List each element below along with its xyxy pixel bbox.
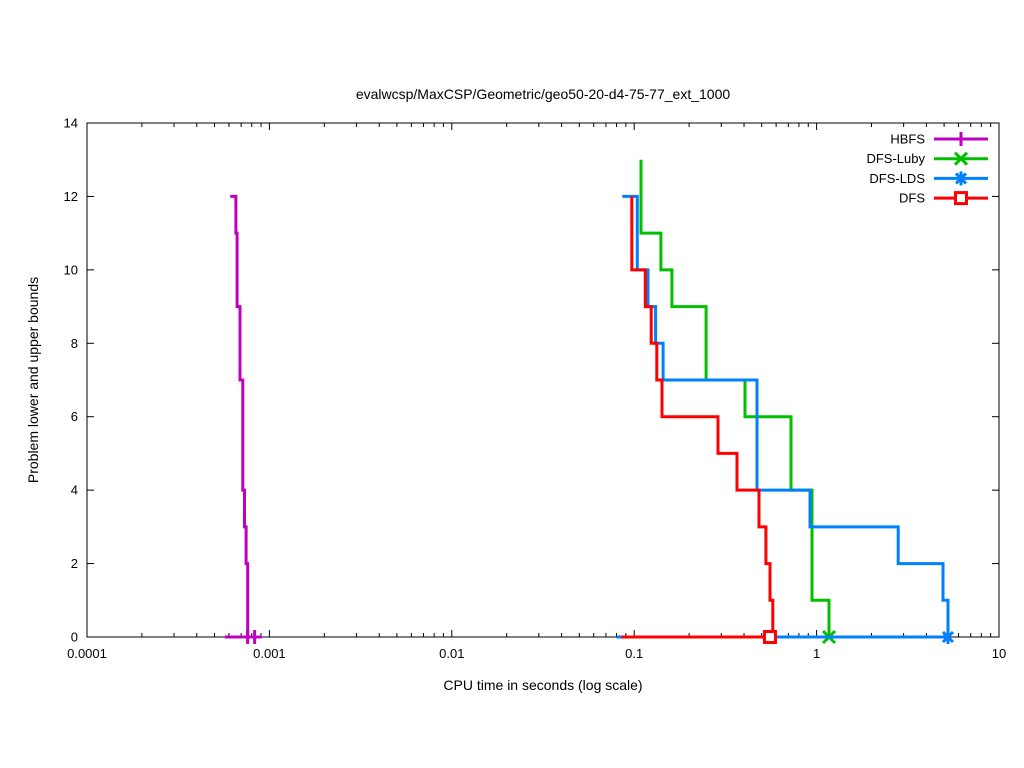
series-DFS-square-marker-icon [762,630,777,644]
legend-label-DFS: DFS [899,191,925,206]
series-HBFS-upper-bound-line [230,194,250,637]
y-tick-label: 4 [71,483,78,498]
y-tick-label: 2 [71,556,78,571]
x-tick-label: 0.0001 [67,646,107,661]
x-tick-label: 0.001 [253,646,286,661]
series-DFS [621,196,777,644]
legend-label-DFS-LDS: DFS-LDS [869,171,925,186]
x-tick-label: 10 [992,646,1006,661]
series-HBFS [224,194,262,644]
series-DFS-Luby [616,159,837,645]
legend-label-DFS-Luby: DFS-Luby [866,151,925,166]
x-tick-label: 1 [813,646,820,661]
legend-label-HBFS: HBFS [890,132,925,147]
legend: HBFS DFS-Luby DFS-LDS DFS [866,132,988,206]
series-DFS-LDS-asterisk-marker-icon [941,630,955,644]
y-axis-ticks: 0 2 4 6 8 10 12 14 [64,116,999,645]
x-axis-ticks: 0.0001 0.001 0.01 0.1 1 10 [67,123,1006,661]
series-DFS-Luby-upper-bound-line [639,159,831,637]
legend-item-DFS: DFS [899,191,988,206]
y-tick-label: 10 [64,262,78,277]
legend-item-DFS-Luby: DFS-Luby [866,151,988,166]
legend-plus-marker-icon [954,132,968,146]
x-tick-label: 0.1 [625,646,643,661]
chart-title: evalwcsp/MaxCSP/Geometric/geo50-20-d4-75… [355,86,731,102]
legend-asterisk-marker-icon [954,171,968,186]
y-tick-label: 6 [71,409,78,424]
series-DFS-LDS [616,194,955,644]
y-tick-label: 8 [71,336,78,351]
y-tick-label: 14 [64,116,78,131]
x-axis-title: CPU time in seconds (log scale) [443,677,643,693]
legend-square-marker-icon [954,191,968,206]
series-HBFS-plus-marker-icon [247,630,262,644]
axis-border [86,122,1000,638]
y-tick-label: 12 [64,189,78,204]
legend-item-HBFS: HBFS [890,132,988,147]
y-tick-label: 0 [71,630,78,645]
series-DFS-upper-bound-line [630,196,775,637]
legend-item-DFS-LDS: DFS-LDS [869,171,988,186]
series-DFS-LDS-upper-bound-line [622,194,950,637]
x-minor-ticks [141,123,992,637]
x-tick-label: 0.01 [439,646,464,661]
legend-x-marker-icon [953,151,969,166]
